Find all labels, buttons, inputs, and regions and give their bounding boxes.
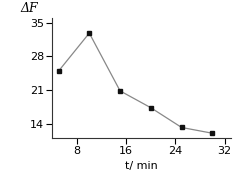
X-axis label: t/ min: t/ min	[125, 161, 158, 171]
Text: ΔF: ΔF	[20, 2, 38, 15]
